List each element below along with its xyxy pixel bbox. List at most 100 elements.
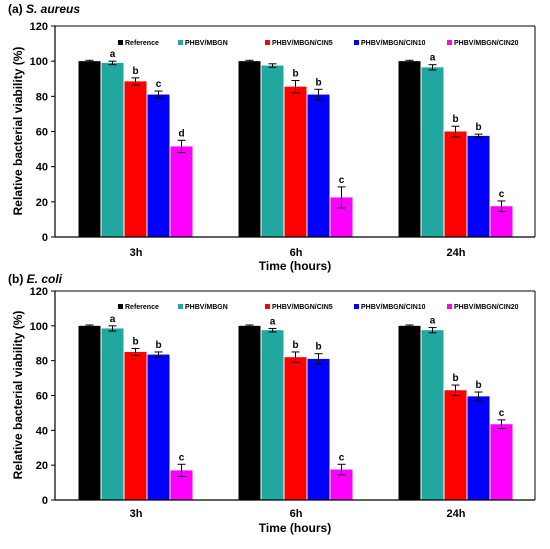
legend-swatch: [447, 304, 452, 309]
y-tick-label: 40: [36, 425, 48, 437]
bar-phbv-mbgn-6h: [261, 65, 284, 237]
significance-label: c: [156, 79, 162, 90]
legend-entry: PHBV/MBGN/CIN10: [361, 304, 426, 311]
legend-swatch: [354, 304, 359, 309]
legend-swatch: [354, 40, 359, 45]
bar-phbv-mbgn-cin5-24h: [444, 390, 467, 500]
panel-title: (b) E. coli: [8, 272, 63, 286]
significance-label: a: [110, 314, 116, 325]
significance-label: c: [499, 408, 505, 419]
bar-phbv-mbgn-cin10-3h: [147, 354, 170, 500]
bar-phbv-mbgn-cin10-24h: [467, 135, 490, 237]
significance-label: b: [315, 77, 321, 88]
y-tick-label: 0: [42, 495, 48, 507]
bar-phbv-mbgn-cin20-3h: [170, 470, 193, 500]
bar-phbv-mbgn-cin20-3h: [170, 146, 193, 237]
bar-phbv-mbgn-24h: [421, 330, 444, 500]
bar-reference-3h: [78, 61, 101, 237]
significance-label: b: [292, 340, 298, 351]
significance-label: b: [475, 122, 481, 133]
x-axis-title: Time (hours): [259, 521, 331, 535]
legend-swatch: [178, 40, 183, 45]
y-axis-title: Relative bacterial viability (%): [11, 47, 25, 216]
legend-entry: PHBV/MBGN/CIN20: [454, 304, 519, 311]
panel-title: (a) S. aureus: [8, 2, 80, 16]
significance-label: b: [292, 69, 298, 80]
significance-label: b: [452, 114, 458, 125]
legend-entry: Reference: [125, 304, 159, 311]
y-axis-title: Relative bacterial viability (%): [11, 311, 25, 480]
x-tick-label: 24h: [447, 247, 466, 259]
bar-phbv-mbgn-cin20-24h: [490, 206, 513, 237]
significance-label: b: [132, 336, 138, 347]
bar-reference-6h: [238, 61, 261, 237]
panel-letter: (a): [8, 2, 26, 16]
significance-label: b: [475, 380, 481, 391]
bar-phbv-mbgn-24h: [421, 67, 444, 237]
legend-swatch: [118, 304, 123, 309]
panel-letter: (b): [8, 272, 27, 286]
y-tick-label: 80: [36, 356, 48, 368]
significance-label: a: [430, 316, 436, 327]
significance-label: c: [339, 452, 345, 463]
panel-organism: S. aureus: [26, 2, 80, 16]
y-tick-label: 60: [36, 127, 48, 139]
y-tick-label: 120: [30, 21, 48, 33]
significance-label: d: [178, 128, 184, 139]
y-tick-label: 100: [30, 321, 48, 333]
bar-phbv-mbgn-cin5-3h: [124, 351, 147, 500]
y-tick-label: 0: [42, 232, 48, 244]
bar-phbv-mbgn-cin20-24h: [490, 424, 513, 500]
bar-phbv-mbgn-cin10-6h: [307, 94, 330, 237]
bar-reference-24h: [398, 61, 421, 237]
y-tick-label: 20: [36, 197, 48, 209]
legend-swatch: [265, 40, 270, 45]
significance-label: b: [452, 373, 458, 384]
bar-phbv-mbgn-cin10-6h: [307, 358, 330, 500]
x-tick-label: 3h: [130, 508, 143, 520]
x-tick-label: 24h: [447, 508, 466, 520]
significance-label: c: [499, 189, 505, 200]
significance-label: b: [132, 66, 138, 77]
bar-phbv-mbgn-cin5-3h: [124, 81, 147, 237]
bar-phbv-mbgn-cin20-6h: [330, 469, 353, 500]
legend-entry: PHBV/MBGN/CIN20: [454, 40, 519, 47]
bar-phbv-mbgn-cin5-6h: [284, 86, 307, 237]
legend-entry: Reference: [125, 40, 159, 47]
legend-entry: PHBV/MBGN/CIN10: [361, 40, 426, 47]
x-tick-label: 6h: [290, 508, 303, 520]
legend-entry: PHBV/MBGN/CIN5: [272, 40, 333, 47]
bar-phbv-mbgn-6h: [261, 330, 284, 500]
bar-reference-24h: [398, 325, 421, 500]
bar-phbv-mbgn-cin20-6h: [330, 197, 353, 237]
legend-entry: PHBV/MBGN: [185, 304, 228, 311]
panel-organism: E. coli: [27, 272, 63, 286]
y-tick-label: 60: [36, 391, 48, 403]
bar-phbv-mbgn-cin5-6h: [284, 357, 307, 500]
bar-phbv-mbgn-cin10-3h: [147, 94, 170, 237]
bar-phbv-mbgn-cin10-24h: [467, 396, 490, 500]
y-tick-label: 80: [36, 91, 48, 103]
bar-phbv-mbgn-cin5-24h: [444, 131, 467, 237]
legend-swatch: [447, 40, 452, 45]
legend-swatch: [118, 40, 123, 45]
y-tick-label: 100: [30, 56, 48, 68]
legend-entry: PHBV/MBGN: [185, 40, 228, 47]
significance-label: c: [339, 175, 345, 186]
significance-label: a: [110, 49, 116, 60]
y-tick-label: 120: [30, 286, 48, 298]
y-tick-label: 20: [36, 460, 48, 472]
bar-phbv-mbgn-3h: [101, 328, 124, 500]
bar-phbv-mbgn-3h: [101, 62, 124, 237]
legend-swatch: [178, 304, 183, 309]
bar-reference-3h: [78, 325, 101, 500]
x-axis-title: Time (hours): [259, 259, 331, 273]
significance-label: a: [430, 53, 436, 64]
significance-label: a: [270, 316, 276, 327]
legend-swatch: [265, 304, 270, 309]
significance-label: b: [315, 342, 321, 353]
x-tick-label: 3h: [130, 247, 143, 259]
significance-label: b: [155, 340, 161, 351]
